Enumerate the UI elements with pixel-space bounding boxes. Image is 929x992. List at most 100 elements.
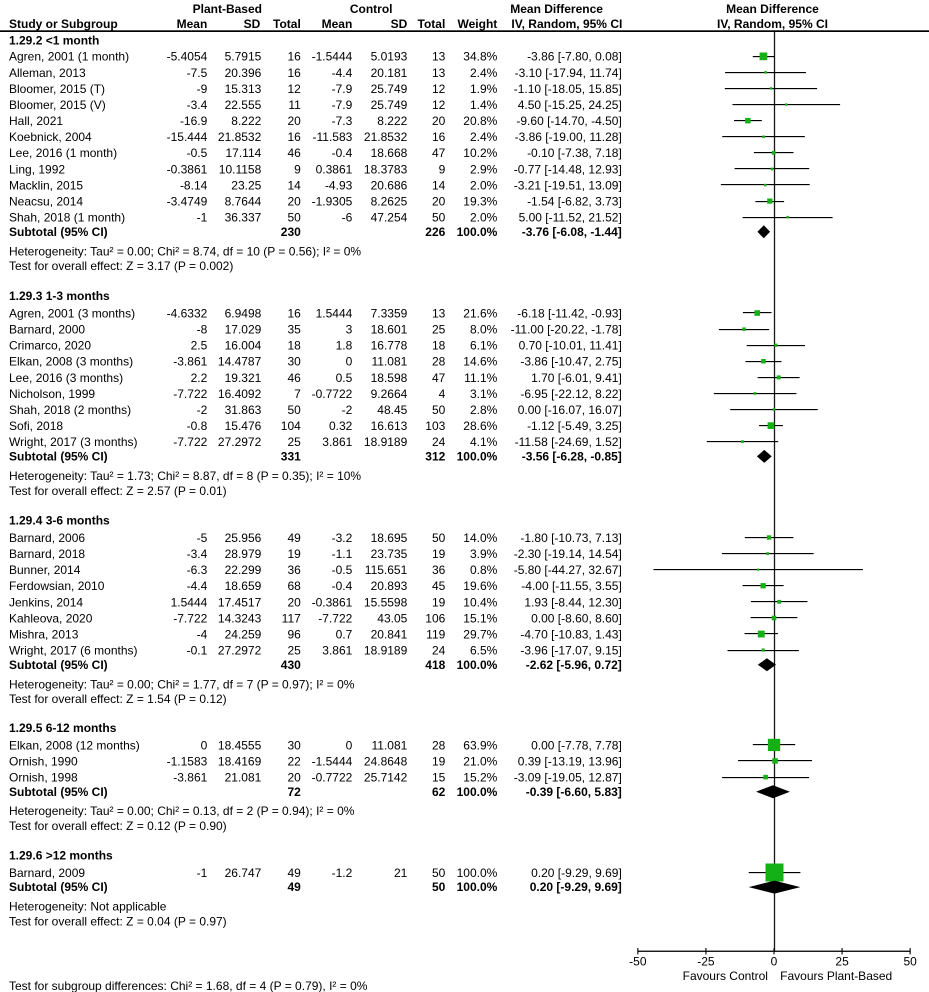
svg-text:50: 50 — [287, 403, 301, 417]
svg-text:9: 9 — [294, 162, 301, 176]
svg-text:27.2972: 27.2972 — [218, 644, 262, 658]
svg-text:15.2%: 15.2% — [463, 770, 497, 784]
svg-text:15.1%: 15.1% — [463, 611, 497, 625]
svg-text:18.4555: 18.4555 — [218, 738, 262, 752]
svg-text:21.0%: 21.0% — [463, 754, 497, 768]
svg-text:16.004: 16.004 — [225, 339, 262, 353]
svg-text:Study or Subgroup: Study or Subgroup — [9, 17, 118, 31]
svg-text:Weight: Weight — [458, 17, 498, 31]
svg-text:Plant-Based: Plant-Based — [193, 2, 262, 16]
svg-text:-3.86 [-19.00, 11.28]: -3.86 [-19.00, 11.28] — [515, 130, 622, 144]
svg-text:Total: Total — [418, 17, 446, 31]
svg-text:20: 20 — [287, 595, 301, 609]
svg-text:14.6%: 14.6% — [463, 355, 497, 369]
svg-text:28: 28 — [432, 355, 446, 369]
svg-text:Macklin, 2015: Macklin, 2015 — [9, 178, 83, 192]
svg-text:7: 7 — [294, 387, 301, 401]
svg-text:Heterogeneity: Tau² = 1.73; Ch: Heterogeneity: Tau² = 1.73; Chi² = 8.87,… — [9, 469, 361, 483]
svg-text:-50: -50 — [629, 955, 647, 969]
svg-text:19.3%: 19.3% — [463, 195, 497, 209]
svg-text:8.7644: 8.7644 — [225, 195, 262, 209]
svg-text:11.081: 11.081 — [371, 738, 407, 752]
svg-text:22: 22 — [287, 754, 301, 768]
svg-text:14: 14 — [287, 178, 301, 192]
svg-text:2.0%: 2.0% — [470, 211, 498, 225]
svg-text:20.8%: 20.8% — [463, 114, 497, 128]
svg-text:103: 103 — [425, 419, 445, 433]
svg-text:18.598: 18.598 — [371, 371, 408, 385]
svg-text:18.4169: 18.4169 — [218, 754, 262, 768]
svg-text:-0.7722: -0.7722 — [312, 770, 353, 784]
svg-text:1.4%: 1.4% — [470, 98, 498, 112]
svg-text:-6: -6 — [342, 211, 353, 225]
svg-text:Mean: Mean — [177, 17, 208, 31]
svg-text:2.8%: 2.8% — [470, 403, 498, 417]
svg-text:28.6%: 28.6% — [463, 419, 497, 433]
svg-text:-5.80 [-44.27, 32.67]: -5.80 [-44.27, 32.67] — [514, 563, 622, 577]
svg-text:Ferdowsian, 2010: Ferdowsian, 2010 — [9, 579, 105, 593]
svg-text:Bloomer, 2015 (V): Bloomer, 2015 (V) — [9, 98, 106, 112]
svg-text:Wright, 2017 (3 months): Wright, 2017 (3 months) — [9, 435, 138, 449]
svg-text:-11.583: -11.583 — [312, 130, 352, 144]
svg-text:-6.95 [-22.12, 8.22]: -6.95 [-22.12, 8.22] — [520, 387, 621, 401]
svg-text:16.4092: 16.4092 — [218, 387, 262, 401]
svg-text:11.1%: 11.1% — [464, 371, 497, 385]
svg-text:Wright, 2017 (6 months): Wright, 2017 (6 months) — [9, 644, 138, 658]
svg-text:0.00 [-16.07, 16.07]: 0.00 [-16.07, 16.07] — [518, 403, 622, 417]
svg-text:50: 50 — [432, 880, 446, 894]
svg-text:49: 49 — [287, 866, 301, 880]
svg-text:21: 21 — [394, 866, 408, 880]
svg-text:Mishra, 2013: Mishra, 2013 — [9, 627, 79, 641]
svg-text:0.20 [-9.29, 9.69]: 0.20 [-9.29, 9.69] — [531, 866, 622, 880]
svg-text:16: 16 — [287, 306, 301, 320]
svg-text:-2.30 [-19.14, 14.54]: -2.30 [-19.14, 14.54] — [514, 547, 622, 561]
svg-text:1.8: 1.8 — [336, 339, 353, 353]
svg-text:-1.5444: -1.5444 — [312, 754, 353, 768]
svg-text:16: 16 — [287, 50, 301, 64]
svg-text:Barnard, 2018: Barnard, 2018 — [9, 547, 85, 561]
svg-text:1.29.2 <1 month: 1.29.2 <1 month — [9, 34, 99, 48]
svg-text:Subtotal (95% CI): Subtotal (95% CI) — [9, 450, 108, 464]
svg-text:SD: SD — [244, 17, 261, 31]
svg-text:14.3243: 14.3243 — [218, 611, 262, 625]
svg-text:24: 24 — [432, 435, 446, 449]
svg-text:-15.444: -15.444 — [167, 130, 208, 144]
svg-text:-5.4054: -5.4054 — [167, 50, 208, 64]
svg-text:-6.18 [-11.42, -0.93]: -6.18 [-11.42, -0.93] — [517, 306, 622, 320]
svg-text:Agren, 2001 (3 months): Agren, 2001 (3 months) — [9, 306, 135, 320]
svg-text:50: 50 — [432, 531, 446, 545]
svg-text:-0.5: -0.5 — [187, 146, 208, 160]
svg-text:Mean Difference: Mean Difference — [510, 2, 603, 16]
svg-text:Neacsu, 2014: Neacsu, 2014 — [9, 195, 83, 209]
svg-text:20.686: 20.686 — [371, 178, 408, 192]
svg-text:430: 430 — [281, 658, 301, 672]
svg-text:16: 16 — [432, 130, 446, 144]
svg-text:-7.722: -7.722 — [173, 611, 207, 625]
svg-text:21.8532: 21.8532 — [218, 130, 262, 144]
svg-text:Test for overall effect: Z = 2: Test for overall effect: Z = 2.57 (P = 0… — [9, 484, 227, 498]
svg-text:Favours Control: Favours Control — [683, 969, 768, 983]
svg-text:3.9%: 3.9% — [470, 547, 498, 561]
svg-text:16.613: 16.613 — [371, 419, 408, 433]
svg-text:2.4%: 2.4% — [470, 66, 498, 80]
svg-text:23.735: 23.735 — [371, 547, 408, 561]
svg-text:5.00 [-11.52, 21.52]: 5.00 [-11.52, 21.52] — [519, 211, 622, 225]
svg-text:18.601: 18.601 — [371, 322, 408, 336]
svg-text:-6.3: -6.3 — [187, 563, 208, 577]
svg-text:-7.9: -7.9 — [332, 98, 353, 112]
svg-text:Mean: Mean — [322, 17, 353, 31]
svg-text:5.7915: 5.7915 — [225, 50, 262, 64]
svg-text:-7.722: -7.722 — [318, 611, 352, 625]
svg-text:0.5: 0.5 — [336, 371, 353, 385]
svg-text:43.05: 43.05 — [377, 611, 407, 625]
svg-text:-0.3861: -0.3861 — [167, 162, 208, 176]
svg-text:23.25: 23.25 — [231, 178, 261, 192]
svg-text:100.0%: 100.0% — [457, 866, 498, 880]
svg-text:1.70 [-6.01, 9.41]: 1.70 [-6.01, 9.41] — [531, 371, 622, 385]
svg-text:15: 15 — [432, 770, 446, 784]
svg-text:18.3783: 18.3783 — [364, 162, 408, 176]
svg-text:18.9189: 18.9189 — [364, 644, 408, 658]
svg-text:-9: -9 — [197, 82, 208, 96]
svg-text:11: 11 — [288, 98, 301, 112]
svg-text:13: 13 — [432, 50, 446, 64]
